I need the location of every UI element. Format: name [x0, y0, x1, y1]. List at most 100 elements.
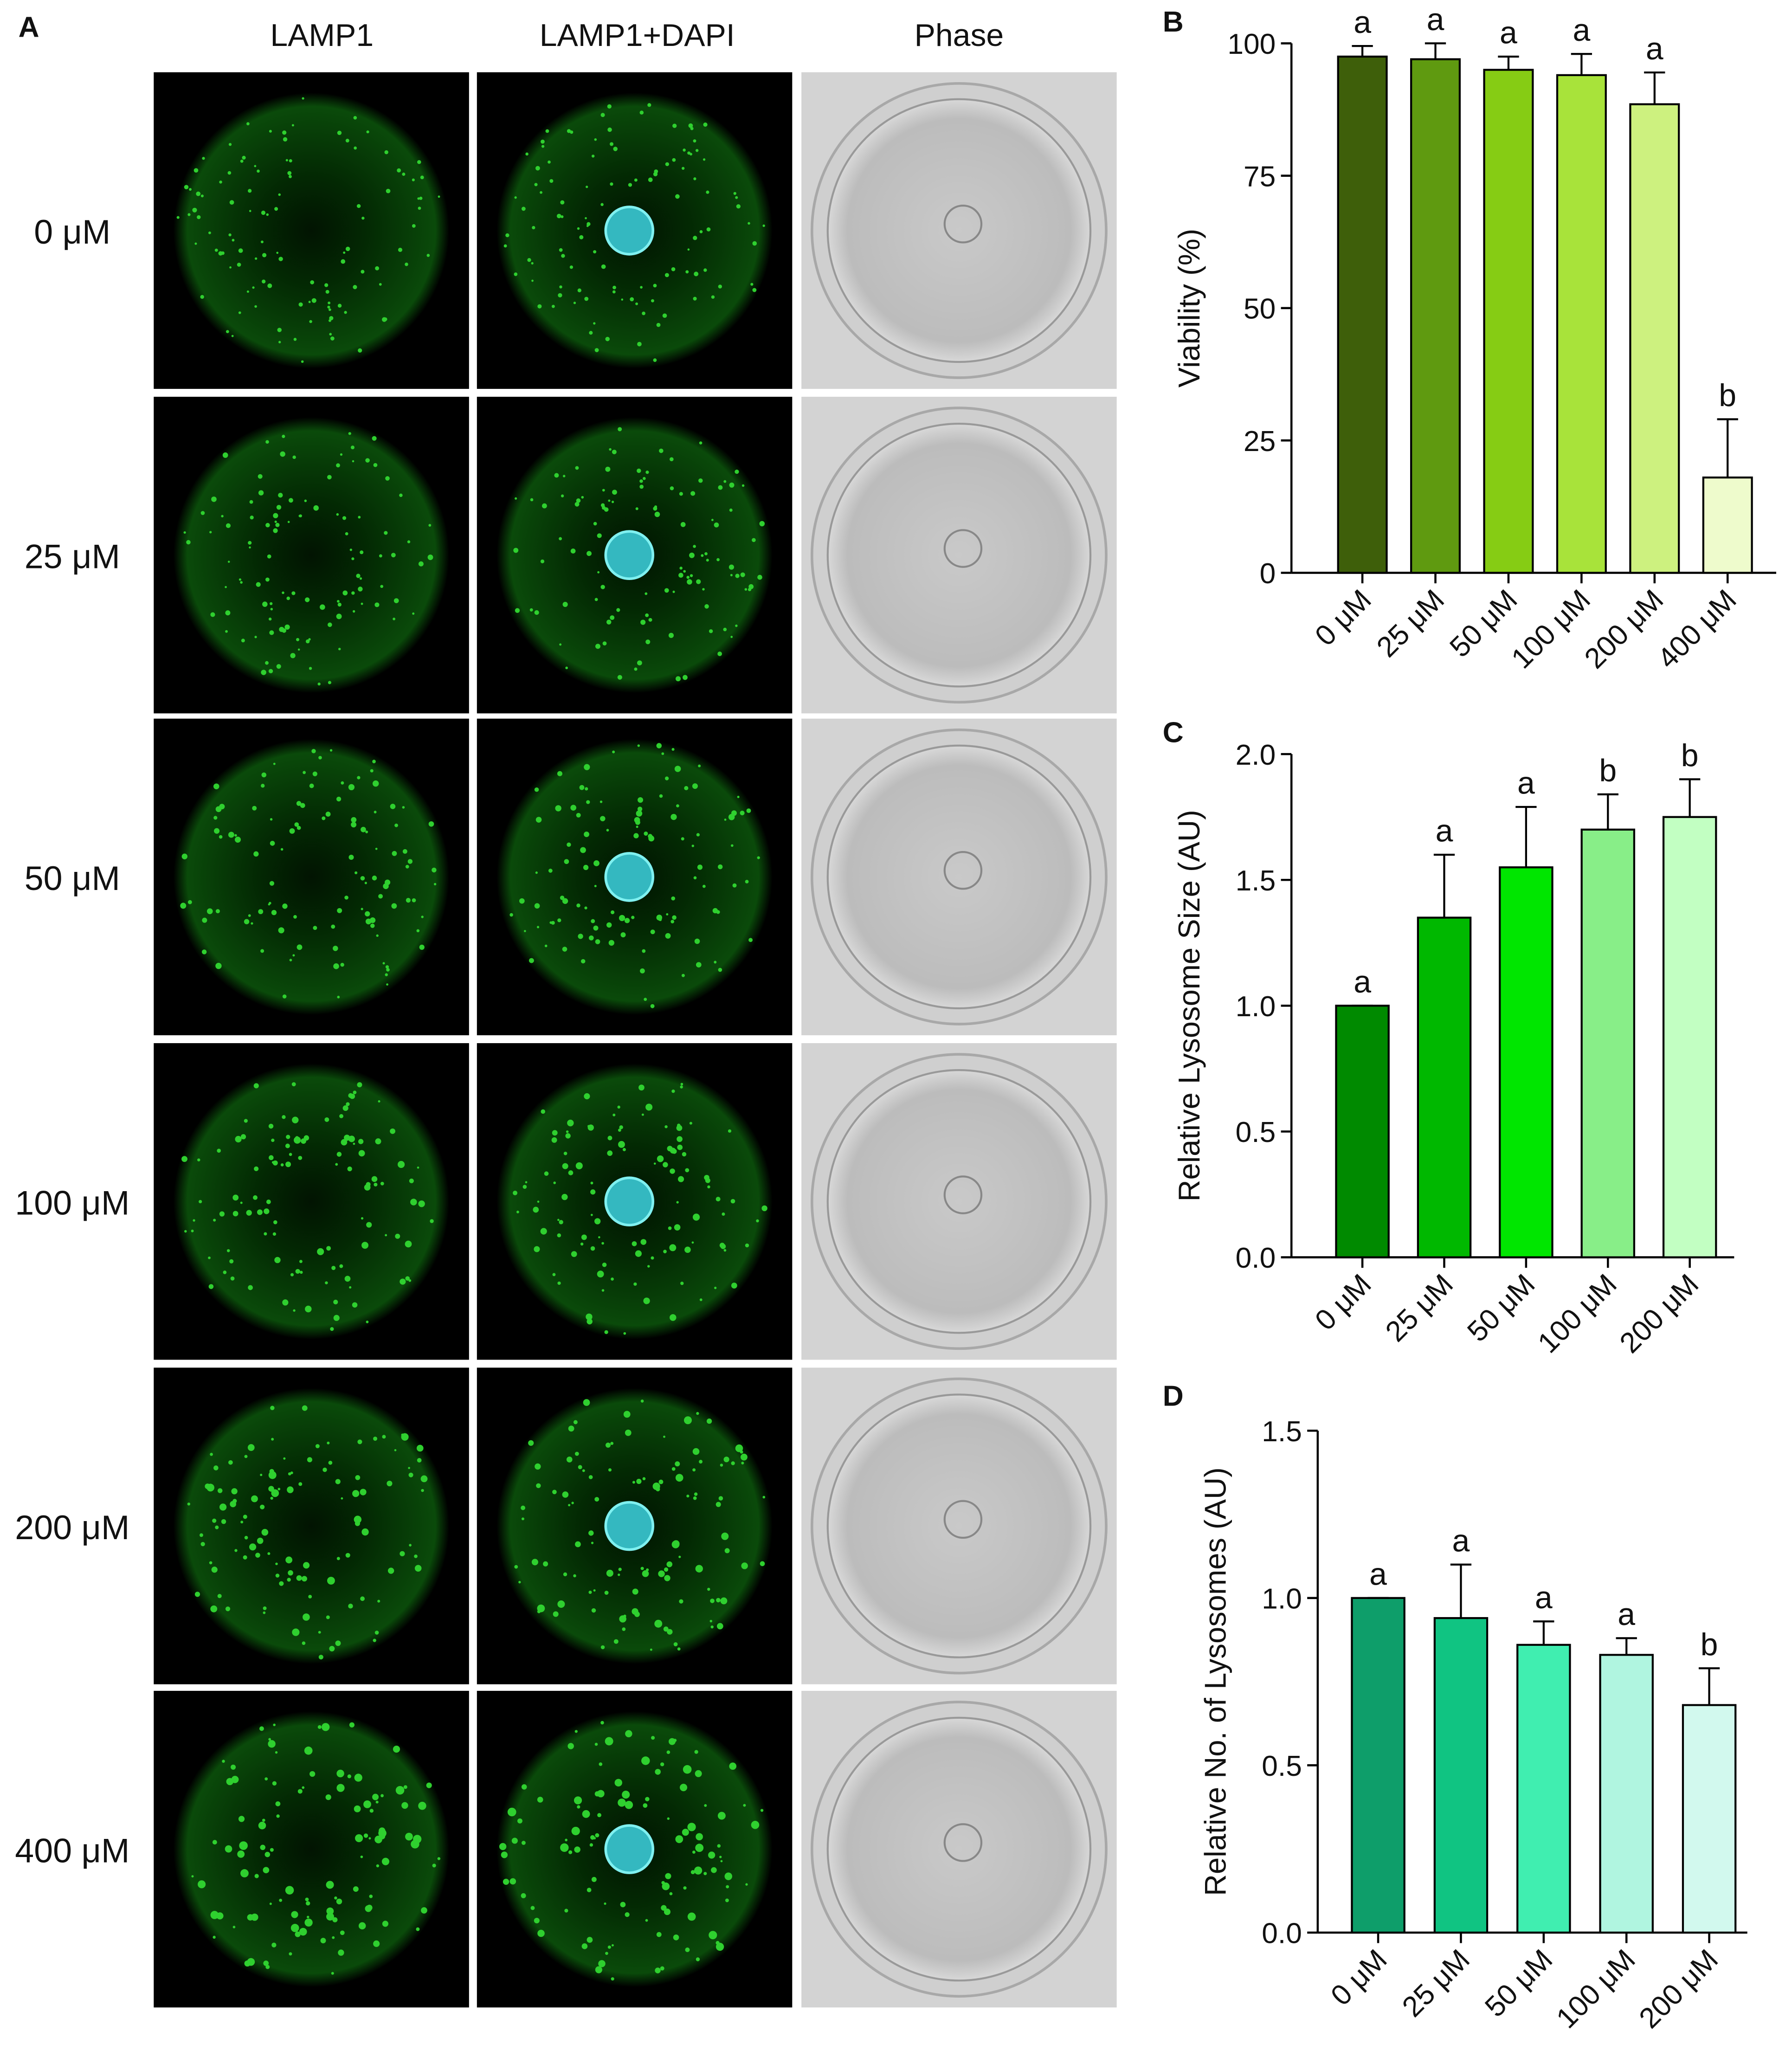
lysosome-dot [672, 123, 677, 128]
lysosome-dot [564, 859, 569, 864]
x-tick-label: 25 μM [1396, 1943, 1476, 2023]
lysosome-dot [709, 1619, 712, 1623]
lysosome-dot [270, 841, 275, 846]
lysosome-dot [373, 463, 378, 467]
lysosome-dot [537, 304, 542, 309]
lysosome-dot [702, 884, 706, 888]
lysosome-dot [358, 1922, 366, 1930]
lysosome-dot [358, 587, 363, 592]
lysosome-dot [262, 253, 267, 258]
lysosome-dot [503, 1878, 509, 1885]
lysosome-dot [591, 1877, 597, 1882]
lysosome-dot [515, 608, 520, 613]
lysosome-dot [551, 921, 555, 925]
significance-letter: b [1681, 738, 1699, 773]
x-tick-label: 200 μM [1614, 1268, 1705, 1360]
lysosome-dot [226, 523, 231, 528]
lysosome-dot [330, 336, 335, 341]
lysosome-dot [198, 1880, 206, 1889]
lysosome-dot [402, 172, 406, 176]
lysosome-dot [714, 522, 719, 528]
lysosome-dot [554, 473, 559, 478]
lysosome-dot [625, 1429, 632, 1436]
lysosome-dot [673, 1739, 677, 1742]
lysosome-dot [743, 1804, 746, 1807]
lysosome-dot [762, 1496, 766, 1499]
lysosome-dot [624, 918, 630, 923]
lysosome-dot [658, 918, 662, 922]
lysosome-dot [540, 191, 542, 194]
y-tick-label: 25 [1244, 426, 1276, 458]
lysosome-dot [600, 503, 605, 508]
lysosome-dot [660, 1966, 664, 1971]
lysosome-dot [597, 1270, 604, 1278]
lysosome-dot [714, 1286, 717, 1290]
lysosome-dot [691, 1241, 694, 1244]
panel-label: C [1163, 717, 1184, 749]
lysosome-dot [635, 302, 638, 305]
lysosome-dot [698, 478, 703, 483]
lysosome-dot [407, 859, 413, 864]
lysosome-dot [683, 675, 688, 680]
nucleus [943, 851, 983, 890]
lysosome-dot [677, 1176, 684, 1182]
lysosome-dot [232, 1194, 239, 1201]
lysosome-dot [393, 1745, 400, 1753]
lysosome-dot [352, 1490, 360, 1497]
lysosome-dot [645, 1103, 653, 1111]
lysosome-dot [533, 1206, 539, 1213]
lysosome-dot [230, 1276, 235, 1281]
lysosome-dot [593, 925, 599, 931]
lysosome-dot [673, 1934, 679, 1941]
y-tick-label: 0.0 [1236, 1242, 1276, 1274]
lysosome-dot [597, 1790, 605, 1798]
lysosome-dot [371, 1176, 378, 1182]
lysosome-dot [645, 471, 649, 474]
lysosome-dot [604, 1591, 609, 1595]
lysosome-dot [633, 833, 639, 838]
lysosome-dot [290, 1273, 294, 1277]
lysosome-dot [263, 1611, 266, 1614]
lysosome-dot [251, 1495, 258, 1503]
lysosome-dot [304, 1918, 313, 1927]
lysosome-dot [640, 968, 645, 974]
lysosome-dot [581, 496, 584, 499]
lysosome-dot [186, 540, 191, 545]
lysosome-dot [288, 1472, 291, 1476]
lysosome-dot [408, 1472, 413, 1477]
lysosome-dot [636, 1478, 642, 1484]
lysosome-dot [639, 479, 643, 483]
lysosome-dot [351, 817, 357, 823]
oocyte [173, 1711, 450, 1987]
lysosome-dot [328, 681, 331, 684]
y-tick-label: 1.0 [1262, 1583, 1302, 1615]
lysosome-dot [248, 189, 252, 193]
lysosome-dot [248, 914, 251, 917]
panel-label: D [1163, 1380, 1184, 1412]
lysosome-dot [354, 146, 357, 150]
lysosome-dot [561, 215, 564, 219]
lysosome-dot [561, 254, 565, 258]
lysosome-dot [375, 1138, 381, 1145]
lysosome-dot [261, 772, 267, 778]
lysosome-dot [369, 1809, 374, 1813]
lysosome-dot [283, 1457, 286, 1460]
lysosome-dot [328, 1461, 333, 1465]
lysosome-dot [698, 764, 701, 767]
lysosome-dot [642, 1477, 646, 1481]
lysosome-dot [657, 1155, 664, 1162]
lysosome-dot [240, 1869, 249, 1877]
lysosome-dot [358, 516, 361, 519]
lysosome-dot [741, 1461, 744, 1465]
lysosome-dot [327, 1577, 335, 1585]
lysosome-dot [683, 1765, 692, 1774]
nucleus [943, 204, 983, 244]
lysosome-dot [604, 1902, 606, 1905]
lysosome-dot [659, 448, 664, 453]
lysosome-dot [748, 222, 750, 225]
lysosome-dot [642, 311, 645, 316]
lysosome-dot [333, 1299, 338, 1305]
lysosome-dot [534, 903, 540, 909]
lysosome-dot [336, 1898, 342, 1905]
lysosome-dot [693, 139, 696, 143]
